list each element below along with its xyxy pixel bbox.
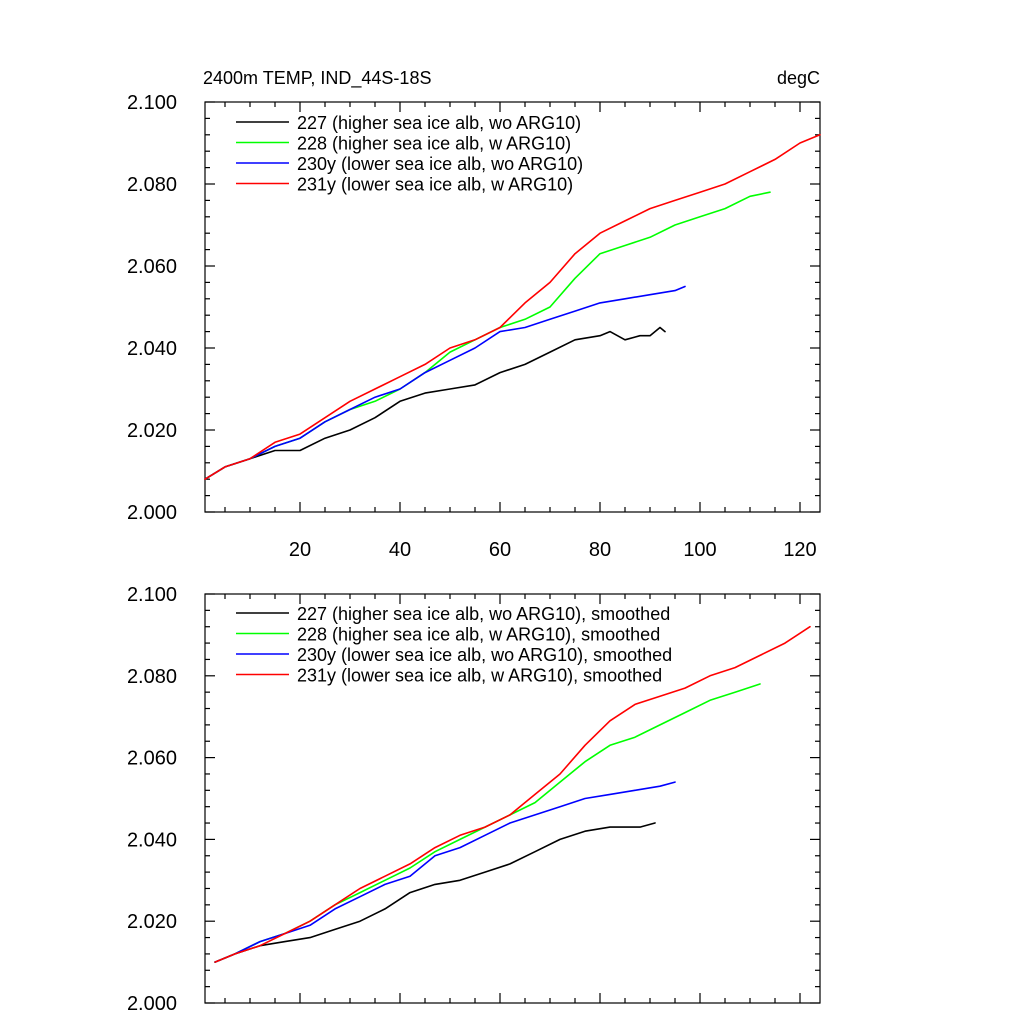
legend-label: 227 (higher sea ice alb, wo ARG10) bbox=[297, 113, 581, 133]
x-tick-label: 40 bbox=[389, 539, 411, 561]
series-line-2 bbox=[214, 683, 761, 963]
series-line-3 bbox=[204, 285, 686, 481]
y-tick-label: 2.020 bbox=[127, 911, 177, 933]
legend-label: 228 (higher sea ice alb, w ARG10), smoot… bbox=[297, 625, 660, 645]
series-line-4 bbox=[204, 134, 821, 481]
y-tick-label: 2.020 bbox=[127, 420, 177, 442]
chart-panel-1: 2.000 2.020 2.040 2.060 2.080 2.100 20 40 60 80 10… bbox=[127, 92, 821, 561]
y-tick-label: 2.040 bbox=[127, 829, 177, 851]
x-tick-label: 80 bbox=[589, 539, 611, 561]
series-line-1 bbox=[214, 822, 656, 963]
y-tick-label: 2.060 bbox=[127, 256, 177, 278]
x-tick-label: 20 bbox=[289, 539, 311, 561]
chart-title: 2400m TEMP, IND_44S-18S bbox=[203, 68, 431, 89]
x-tick-label: 120 bbox=[783, 539, 816, 561]
y-tick-label: 2.080 bbox=[127, 174, 177, 196]
plot-frame bbox=[204, 593, 821, 1004]
series-line-1 bbox=[204, 326, 666, 481]
chart-panel-2: 2.000 2.020 2.040 2.060 2.080 2.100 227 (highe… bbox=[127, 584, 821, 1015]
y-tick-label: 2.000 bbox=[127, 993, 177, 1015]
plot-frame bbox=[204, 101, 821, 513]
y-tick-label: 2.000 bbox=[127, 502, 177, 524]
x-tick-label: 60 bbox=[489, 539, 511, 561]
y-tick-label: 2.100 bbox=[127, 584, 177, 606]
y-tick-label: 2.060 bbox=[127, 748, 177, 770]
x-tick-label: 100 bbox=[683, 539, 716, 561]
legend-label: 227 (higher sea ice alb, wo ARG10), smoo… bbox=[297, 604, 670, 624]
legend-label: 230y (lower sea ice alb, wo ARG10), smoo… bbox=[297, 645, 672, 665]
legend-label: 231y (lower sea ice alb, w ARG10) bbox=[297, 175, 573, 195]
legend-label: 231y (lower sea ice alb, w ARG10), smoot… bbox=[297, 666, 662, 686]
y-tick-label: 2.100 bbox=[127, 92, 177, 114]
series-line-3 bbox=[214, 781, 676, 963]
y-tick-label: 2.040 bbox=[127, 338, 177, 360]
series-line-2 bbox=[204, 191, 771, 481]
units-label: degC bbox=[777, 68, 820, 88]
y-tick-label: 2.080 bbox=[127, 666, 177, 688]
legend-label: 228 (higher sea ice alb, w ARG10) bbox=[297, 134, 571, 154]
series-line-4 bbox=[214, 625, 811, 963]
legend-label: 230y (lower sea ice alb, wo ARG10) bbox=[297, 154, 583, 174]
